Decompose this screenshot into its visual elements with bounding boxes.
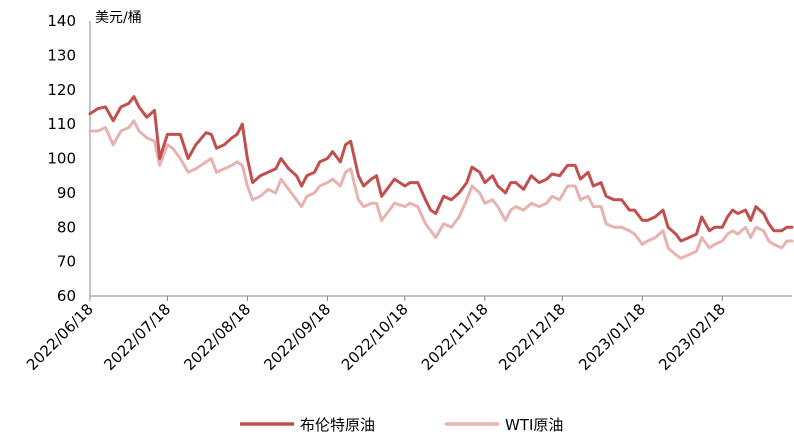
y-tick-label: 80 (57, 218, 76, 236)
x-tick-label: 2023/01/18 (575, 300, 649, 374)
series-layer (88, 95, 794, 260)
axes (89, 21, 792, 301)
y-axis-ticks: 140 130 120 110 100 90 80 70 60 (47, 12, 76, 305)
y-tick-label: 130 (47, 46, 76, 64)
y-tick-label: 100 (47, 150, 76, 168)
x-tick-label: 2022/09/18 (260, 300, 334, 374)
legend-brent-label: 布伦特原油 (300, 416, 375, 434)
series-line-brent (88, 95, 794, 243)
y-axis-unit-label: 美元/桶 (95, 10, 142, 26)
x-tick-label: 2023/02/18 (655, 300, 729, 374)
x-tick-label: 2022/11/18 (418, 300, 492, 374)
legend-wti-label: WTI原油 (505, 416, 563, 434)
y-tick-label: 110 (47, 115, 76, 133)
y-tick-label: 120 (47, 81, 76, 99)
y-tick-label: 60 (57, 287, 76, 305)
series-line-wti (88, 119, 794, 260)
y-tick-label: 70 (57, 253, 76, 271)
x-tick-label: 2022/07/18 (100, 300, 174, 374)
x-tick-label: 2022/08/18 (180, 300, 254, 374)
x-axis-labels: 2022/06/18 2022/07/18 2022/08/18 2022/09/18… (23, 300, 729, 374)
x-tick-label: 2022/10/18 (338, 300, 412, 374)
x-tick-label: 2022/06/18 (23, 300, 97, 374)
legend: 布伦特原油 WTI原油 (240, 416, 563, 434)
x-tick-label: 2022/12/18 (495, 300, 569, 374)
y-tick-label: 140 (47, 12, 76, 30)
y-tick-label: 90 (57, 184, 76, 202)
